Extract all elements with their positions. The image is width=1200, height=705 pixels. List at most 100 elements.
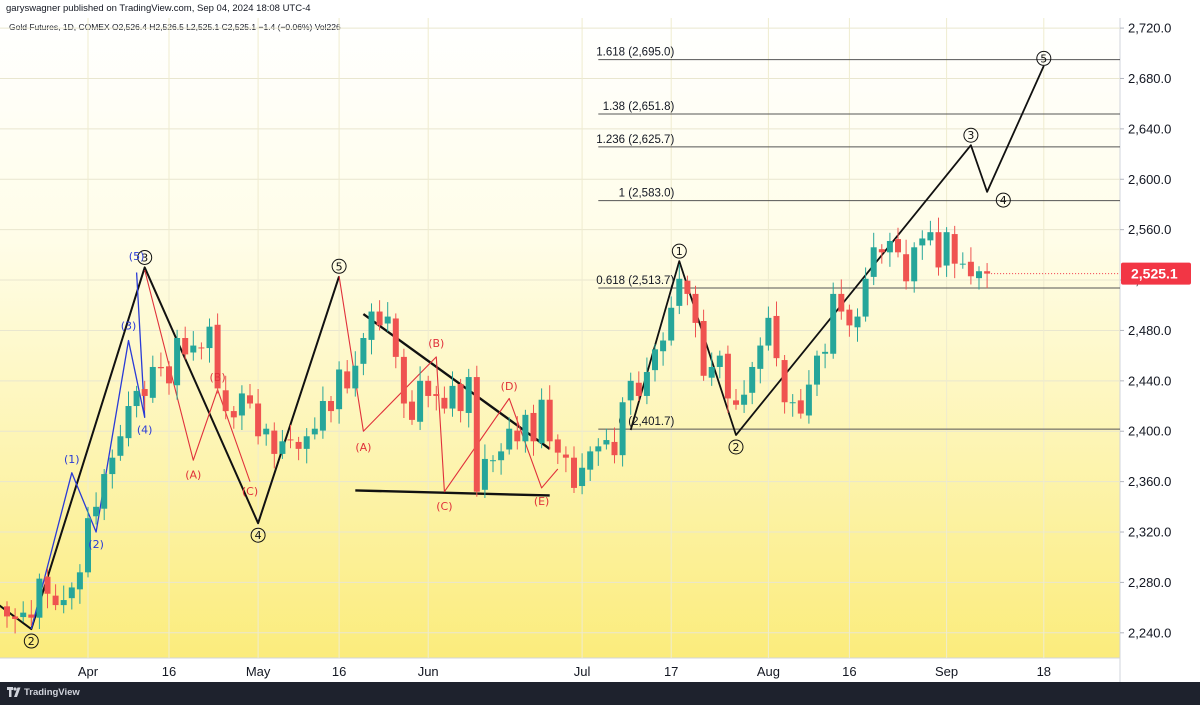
candle-body — [514, 430, 521, 442]
y-tick-label: 2,720.0 — [1128, 21, 1171, 36]
candle-body — [12, 616, 19, 619]
candle-body — [433, 394, 440, 396]
wave-label-correction: (A) — [185, 469, 201, 482]
x-tick-label: Jun — [418, 664, 439, 679]
x-tick-label: 18 — [1037, 664, 1051, 679]
x-tick-label: 16 — [162, 664, 176, 679]
candle-body — [805, 384, 812, 416]
candle-body — [68, 587, 75, 599]
y-tick-label: 2,480.0 — [1128, 323, 1171, 338]
candle-body — [854, 316, 861, 328]
fib-label: 1.236 (2,625.7) — [596, 134, 674, 146]
wave-circle-icon — [331, 258, 347, 274]
candle-body — [724, 353, 731, 399]
candle-body — [198, 347, 205, 349]
impulse-wave-line — [629, 65, 1045, 436]
triangle-lower-line — [355, 489, 550, 497]
candle-body — [279, 441, 286, 454]
candle-body — [700, 320, 707, 376]
candle-body — [247, 395, 253, 404]
candle-body — [692, 293, 699, 323]
candle-body — [85, 518, 91, 573]
last-price-tag: 2,525.1 — [991, 262, 1191, 285]
candle-body — [400, 356, 407, 404]
fib-label: 1 (2,583.0) — [619, 188, 675, 200]
x-axis-background — [0, 658, 1200, 682]
candle-body — [352, 365, 359, 389]
candle-body — [4, 606, 10, 617]
y-tick-label: 2,440.0 — [1128, 373, 1171, 388]
candle-body — [757, 345, 764, 369]
candle-body — [838, 293, 845, 312]
publish-info: garyswagner published on TradingView.com… — [6, 3, 311, 14]
wave-circle-icon — [995, 192, 1011, 208]
candle-body — [878, 249, 885, 253]
candle-body — [36, 578, 43, 618]
wave-label-correction: (A) — [355, 441, 371, 454]
y-tick-label: 2,560.0 — [1128, 222, 1171, 237]
wave-label-primary: 2 — [733, 441, 740, 454]
candle-body — [846, 309, 853, 326]
x-tick-label: 16 — [842, 664, 856, 679]
wave-label-primary: 4 — [1000, 194, 1007, 207]
correction-line-red-2 — [338, 276, 559, 493]
candle-body — [490, 460, 496, 462]
candle-body — [781, 360, 788, 403]
wave-label-primary: 5 — [336, 260, 343, 273]
candle-body — [141, 389, 148, 396]
candle-body — [652, 349, 658, 371]
wave-circle-icon — [137, 249, 153, 265]
candle-body — [409, 401, 415, 420]
candle-body — [660, 340, 667, 352]
tradingview-logo-icon — [7, 687, 21, 697]
candle-body — [295, 441, 302, 449]
candle-body — [255, 403, 262, 437]
x-tick-label: Apr — [78, 664, 99, 679]
candle-body — [530, 412, 537, 442]
symbol-legend: Gold Futures, 1D, COMEX O2,526.4 H2,526.… — [9, 22, 341, 32]
candle-body — [595, 446, 602, 452]
candle-body — [101, 474, 108, 509]
candle-body — [862, 278, 869, 317]
candle-body — [733, 400, 739, 405]
wave-label-correction: (D) — [501, 380, 518, 393]
candle-body — [376, 311, 383, 326]
wave-label-minor: (3) — [121, 319, 137, 332]
wave-label-correction: (B) — [428, 337, 444, 350]
y-tick-label: 2,360.0 — [1128, 474, 1171, 489]
candle-body — [384, 316, 391, 324]
wave-circle-icon — [23, 633, 39, 649]
candle-body — [676, 278, 683, 306]
candle-body — [870, 247, 877, 277]
candle-body — [522, 414, 529, 442]
candle-body — [895, 239, 901, 253]
price-chart[interactable]: Gold Futures, 1D, COMEX O2,526.4 H2,526.… — [0, 18, 1200, 682]
candle-body — [506, 428, 513, 450]
candle-body — [319, 400, 326, 431]
x-tick-label: Aug — [757, 664, 780, 679]
x-tick-label: 17 — [664, 664, 678, 679]
candle-body — [935, 232, 942, 268]
wave-label-primary: 3 — [967, 129, 974, 142]
trend-lines — [0, 65, 1045, 631]
y-tick-label: 2,640.0 — [1128, 121, 1171, 136]
candle-body — [125, 406, 132, 439]
candle-body — [498, 451, 505, 461]
y-tick-label: 2,600.0 — [1128, 172, 1171, 187]
fib-label: 1.618 (2,695.0) — [596, 47, 674, 59]
candle-body — [328, 400, 334, 412]
candle-body — [571, 457, 577, 488]
candle-body — [797, 400, 804, 414]
candle-body — [222, 390, 229, 412]
candle-body — [287, 439, 294, 441]
candle-body — [627, 380, 634, 401]
candle-body — [611, 441, 618, 456]
candle-body — [109, 457, 116, 475]
candle-body — [44, 576, 51, 594]
candle-body — [238, 393, 245, 416]
candle-body — [554, 439, 561, 453]
y-tick-label: 2,680.0 — [1128, 71, 1171, 86]
last-price-badge — [1121, 262, 1191, 285]
candle-body — [668, 307, 675, 341]
candle-body — [190, 345, 197, 353]
